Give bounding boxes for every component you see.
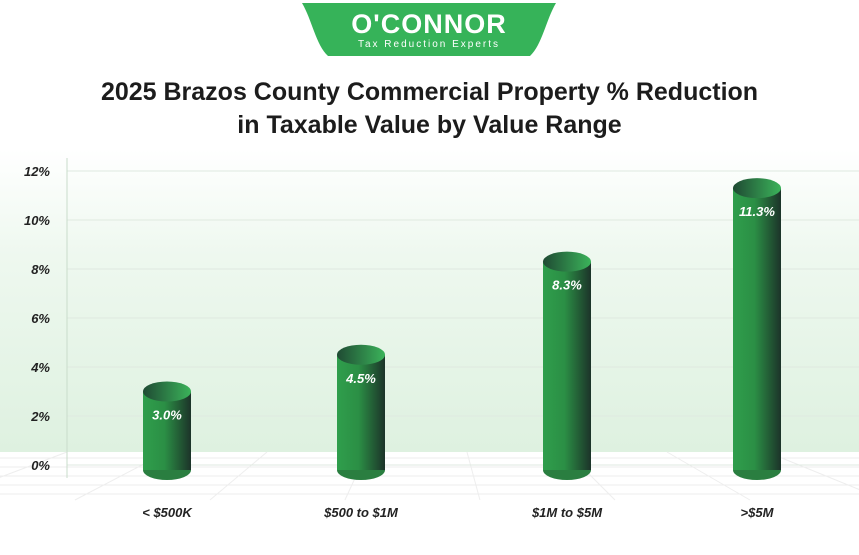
y-tick-label: 12% <box>24 164 50 179</box>
floor-line <box>766 451 859 490</box>
bar-body <box>143 391 191 470</box>
x-tick-label: $1M to $5M <box>531 505 603 520</box>
floor-line <box>466 451 481 501</box>
y-tick-label: 0% <box>31 458 50 473</box>
bar: 4.5% <box>337 344 385 480</box>
bar: 8.3% <box>543 251 591 480</box>
bar-top <box>543 251 591 272</box>
bar-top <box>143 381 191 402</box>
y-tick-label: 4% <box>30 360 50 375</box>
floor-line <box>209 451 268 501</box>
chart-title: 2025 Brazos County Commercial Property %… <box>0 76 859 142</box>
bar-top <box>733 178 781 199</box>
floor-line <box>666 451 751 501</box>
bar-top <box>337 344 385 365</box>
data-label: 4.5% <box>345 371 376 386</box>
floor-line <box>0 451 68 478</box>
gridlines <box>67 170 859 466</box>
title-line-1: 2025 Brazos County Commercial Property %… <box>100 78 759 106</box>
y-tick-label: 6% <box>31 311 50 326</box>
x-tick-label: >$5M <box>741 505 775 520</box>
y-tick-label: 2% <box>30 409 50 424</box>
data-label: 11.3% <box>739 204 775 219</box>
bar: 3.0% <box>143 381 191 480</box>
data-label: 8.3% <box>552 278 582 293</box>
y-tick-label: 8% <box>31 262 50 277</box>
logo-tagline: Tax Reduction Experts <box>357 39 501 50</box>
bar-body <box>733 188 781 470</box>
floor-grid <box>0 451 859 501</box>
logo-name: O'CONNOR <box>351 9 507 39</box>
data-label: 3.0% <box>152 408 182 423</box>
bar-body <box>337 354 385 470</box>
bar-body <box>543 261 591 470</box>
oconnor-logo: O'CONNOR Tax Reduction Experts <box>302 0 556 58</box>
title-line-2: in Taxable Value by Value Range <box>237 111 622 139</box>
x-tick-label: $500 to $1M <box>323 505 399 520</box>
y-tick-label: 10% <box>24 213 50 228</box>
bar: 11.3% <box>733 178 781 480</box>
x-tick-label: < $500K <box>142 505 193 520</box>
background-band <box>0 150 859 452</box>
